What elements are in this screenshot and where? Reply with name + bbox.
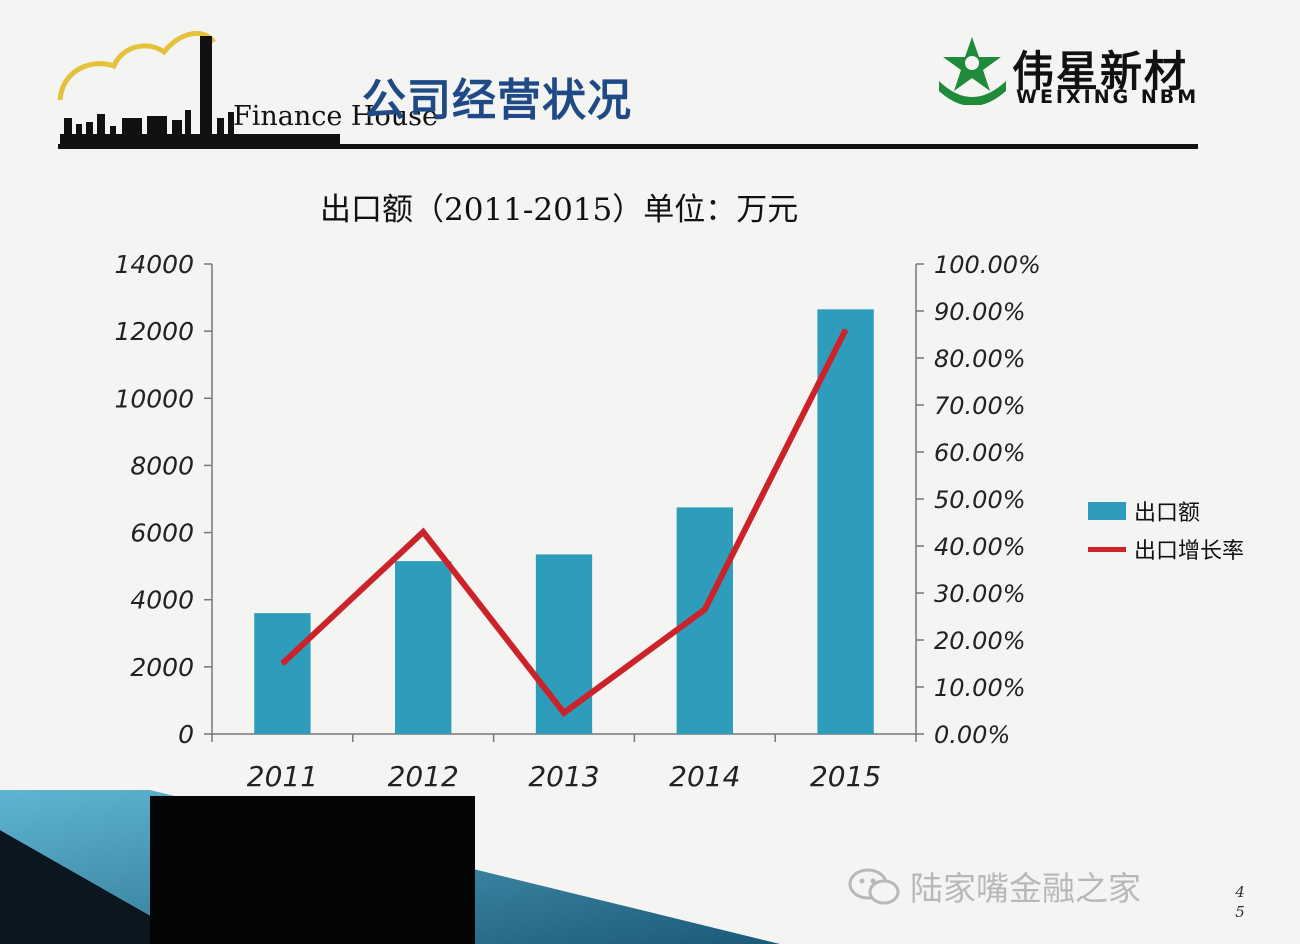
bar-export-2011: [254, 613, 311, 734]
legend-item-line: 出口增长率: [1088, 530, 1244, 568]
bar-export-2012: [395, 561, 452, 734]
right-tick-label: 30.00%: [934, 580, 1026, 608]
slide-title: 公司经营状况: [362, 75, 632, 126]
x-tick-label: 2014: [669, 760, 740, 793]
wechat-icon: [848, 868, 900, 905]
legend-item-bar: 出口额: [1088, 492, 1244, 530]
point-growth-2013: [563, 711, 565, 714]
right-tick-label: 50.00%: [934, 486, 1026, 514]
right-tick-label: 0.00%: [934, 721, 1010, 749]
left-tick-label: 6000: [130, 519, 194, 548]
left-tick-label: 2000: [130, 653, 194, 682]
left-tick-label: 14000: [114, 250, 194, 279]
legend-label-line: 出口增长率: [1134, 539, 1245, 564]
right-tick-label: 20.00%: [934, 627, 1026, 655]
point-growth-2012: [422, 530, 425, 533]
point-growth-2011: [281, 662, 284, 665]
page-number: 45: [1235, 883, 1245, 921]
bar-export-2013: [535, 554, 593, 734]
chart-legend: 出口额 出口增长率: [1088, 492, 1244, 568]
watermark-text: 陆家嘴金融之家: [910, 869, 1141, 908]
legend-swatch-line: [1088, 546, 1126, 552]
right-tick-label: 10.00%: [934, 674, 1026, 702]
left-tick-label: 8000: [130, 451, 194, 480]
right-tick-label: 60.00%: [934, 439, 1026, 467]
legend-label-bar: 出口额: [1134, 501, 1201, 526]
brand-name-en: WEIXING NBM: [1016, 86, 1200, 108]
left-tick-label: 12000: [114, 317, 194, 346]
right-tick-label: 70.00%: [934, 392, 1026, 420]
right-tick-label: 100.00%: [934, 251, 1041, 279]
right-tick-label: 80.00%: [934, 345, 1026, 373]
bar-export-2015: [817, 309, 874, 734]
header-divider: [58, 144, 1198, 149]
x-tick-label: 2011: [247, 760, 318, 793]
chart-title: 出口额（2011-2015）单位：万元: [320, 192, 799, 228]
point-growth-2014: [703, 608, 706, 611]
x-tick-label: 2012: [388, 760, 459, 793]
watermark: 陆家嘴金融之家: [846, 862, 1141, 910]
left-tick-label: 0: [178, 720, 194, 749]
left-tick-label: 10000: [114, 384, 194, 413]
x-tick-label: 2013: [528, 760, 599, 793]
footer-decoration: [0, 790, 780, 944]
finance-house-text: Finance House: [233, 101, 438, 132]
brand-name-cn: 伟星新材: [1012, 47, 1189, 96]
point-growth-2015: [844, 328, 847, 331]
left-tick-label: 4000: [130, 586, 194, 615]
legend-swatch-bar: [1088, 502, 1126, 520]
weixing-star-icon: [939, 37, 1006, 105]
right-tick-label: 40.00%: [934, 533, 1026, 561]
finance-house-logo: [57, 30, 340, 144]
x-tick-label: 2015: [810, 760, 881, 793]
right-tick-label: 90.00%: [934, 298, 1026, 326]
